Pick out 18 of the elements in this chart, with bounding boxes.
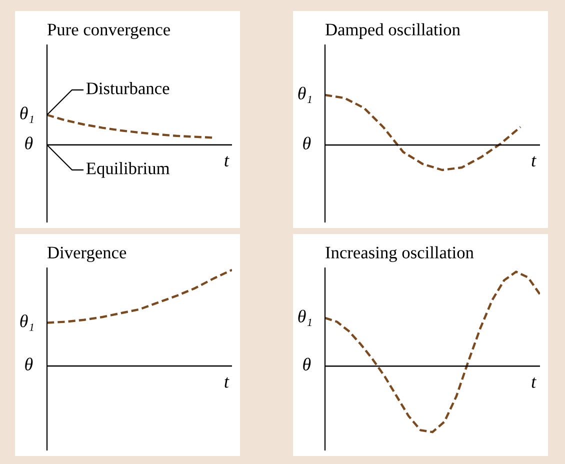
chart-title: Pure convergence xyxy=(48,24,170,40)
chart-title: Increasing oscillation xyxy=(326,246,474,262)
ref-line-label: θ xyxy=(303,358,311,371)
ref-line-label: θ xyxy=(25,136,33,150)
ref-line-label: θ xyxy=(25,358,33,370)
text: Disturbance xyxy=(86,82,170,94)
text: Equilibrium xyxy=(86,162,170,178)
text: θ₁ xyxy=(20,106,34,123)
x-axis-title: t xyxy=(224,156,230,166)
x-axis-title: t xyxy=(224,377,230,388)
chart-title: Divergence xyxy=(48,246,126,262)
text: θ₁ xyxy=(298,86,312,103)
x-axis-title: t xyxy=(532,378,536,388)
text: θ₁ xyxy=(20,314,34,331)
chart-title: Damped oscillation xyxy=(326,23,460,39)
ref-line-label: θ xyxy=(303,136,311,150)
x-axis-title: t xyxy=(532,156,536,167)
text: θ₁ xyxy=(298,310,312,326)
